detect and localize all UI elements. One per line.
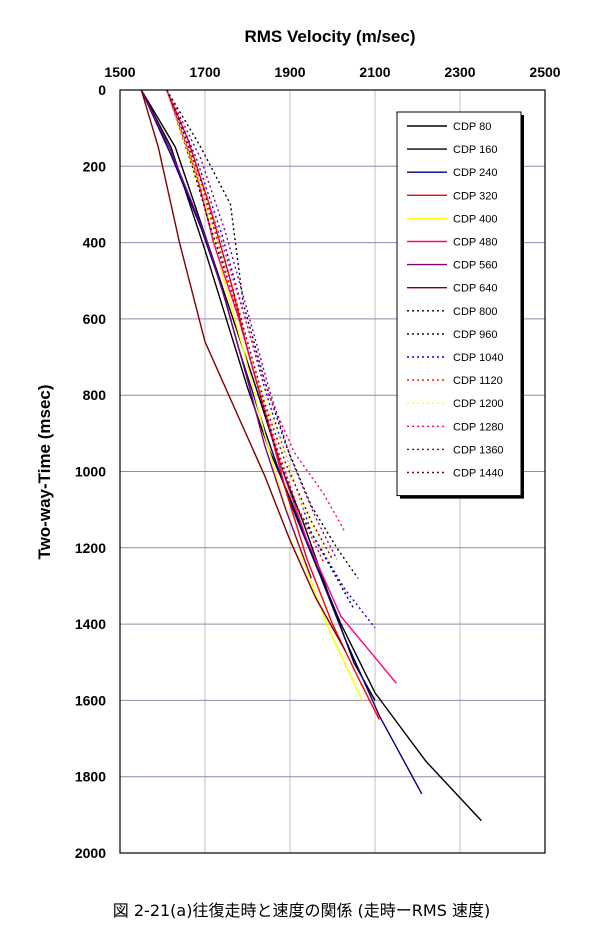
y-tick-label: 1200 xyxy=(75,540,106,556)
legend: CDP 80 CDP 160 CDP 240 CDP 320 CDP 400 CDP 48… xyxy=(396,111,524,499)
series-line-cdp-1360 xyxy=(166,89,338,560)
x-tick-label: 2100 xyxy=(359,64,390,80)
legend-label: CDP 640 xyxy=(453,283,497,295)
y-tick-label: 1000 xyxy=(75,464,106,480)
legend-label: CDP 400 xyxy=(453,213,497,225)
y-tick-label: 800 xyxy=(83,387,107,403)
x-tick-label: 2500 xyxy=(529,64,560,80)
y-tick-label: 2000 xyxy=(75,845,106,861)
x-tick-label: 1700 xyxy=(189,64,220,80)
legend-label: CDP 1040 xyxy=(453,352,504,364)
legend-label: CDP 1440 xyxy=(453,468,504,480)
legend-label: CDP 160 xyxy=(453,144,497,156)
series-line-cdp-560 xyxy=(140,89,312,579)
legend-label: CDP 960 xyxy=(453,329,497,341)
series-line-cdp-1040 xyxy=(166,89,376,629)
legend-label: CDP 240 xyxy=(453,167,497,179)
legend-label: CDP 1200 xyxy=(453,398,504,410)
x-tick-label: 2300 xyxy=(444,64,475,80)
y-tick-label: 600 xyxy=(83,311,107,327)
legend-label: CDP 480 xyxy=(453,237,497,249)
y-tick-label: 1800 xyxy=(75,769,106,785)
series-line-cdp-480 xyxy=(166,89,397,684)
series-line-cdp-1440 xyxy=(166,89,334,560)
x-tick-label: 1900 xyxy=(274,64,305,80)
x-tick-label: 1500 xyxy=(104,64,135,80)
y-tick-label: 200 xyxy=(83,158,107,174)
legend-label: CDP 800 xyxy=(453,306,497,318)
y-tick-label: 400 xyxy=(83,235,107,251)
legend-label: CDP 1360 xyxy=(453,444,504,456)
series-layer xyxy=(140,89,482,822)
legend-label: CDP 560 xyxy=(453,260,497,272)
y-tick-label: 1600 xyxy=(75,692,106,708)
y-tick-label: 0 xyxy=(98,82,106,98)
tick-labels: 1500 1700 1900 2100 2300 2500 0 200 400 600 800 100… xyxy=(75,64,561,861)
legend-label: CDP 1280 xyxy=(453,421,504,433)
figure-caption: 図 2-21(a)往復走時と速度の関係 (走時ーRMS 速度) xyxy=(112,901,491,920)
y-tick-label: 1400 xyxy=(75,616,106,632)
plot-frame xyxy=(119,89,546,854)
y-axis-title: Two-way-Time (msec) xyxy=(35,384,54,559)
legend-label: CDP 80 xyxy=(453,121,491,133)
legend-label: CDP 320 xyxy=(453,190,497,202)
series-line-cdp-640 xyxy=(140,89,346,652)
series-line-cdp-800 xyxy=(166,89,355,610)
legend-label: CDP 1120 xyxy=(453,375,503,387)
legend-box xyxy=(396,111,522,497)
x-axis-title: RMS Velocity (m/sec) xyxy=(244,27,415,46)
series-line-cdp-240 xyxy=(140,89,423,795)
